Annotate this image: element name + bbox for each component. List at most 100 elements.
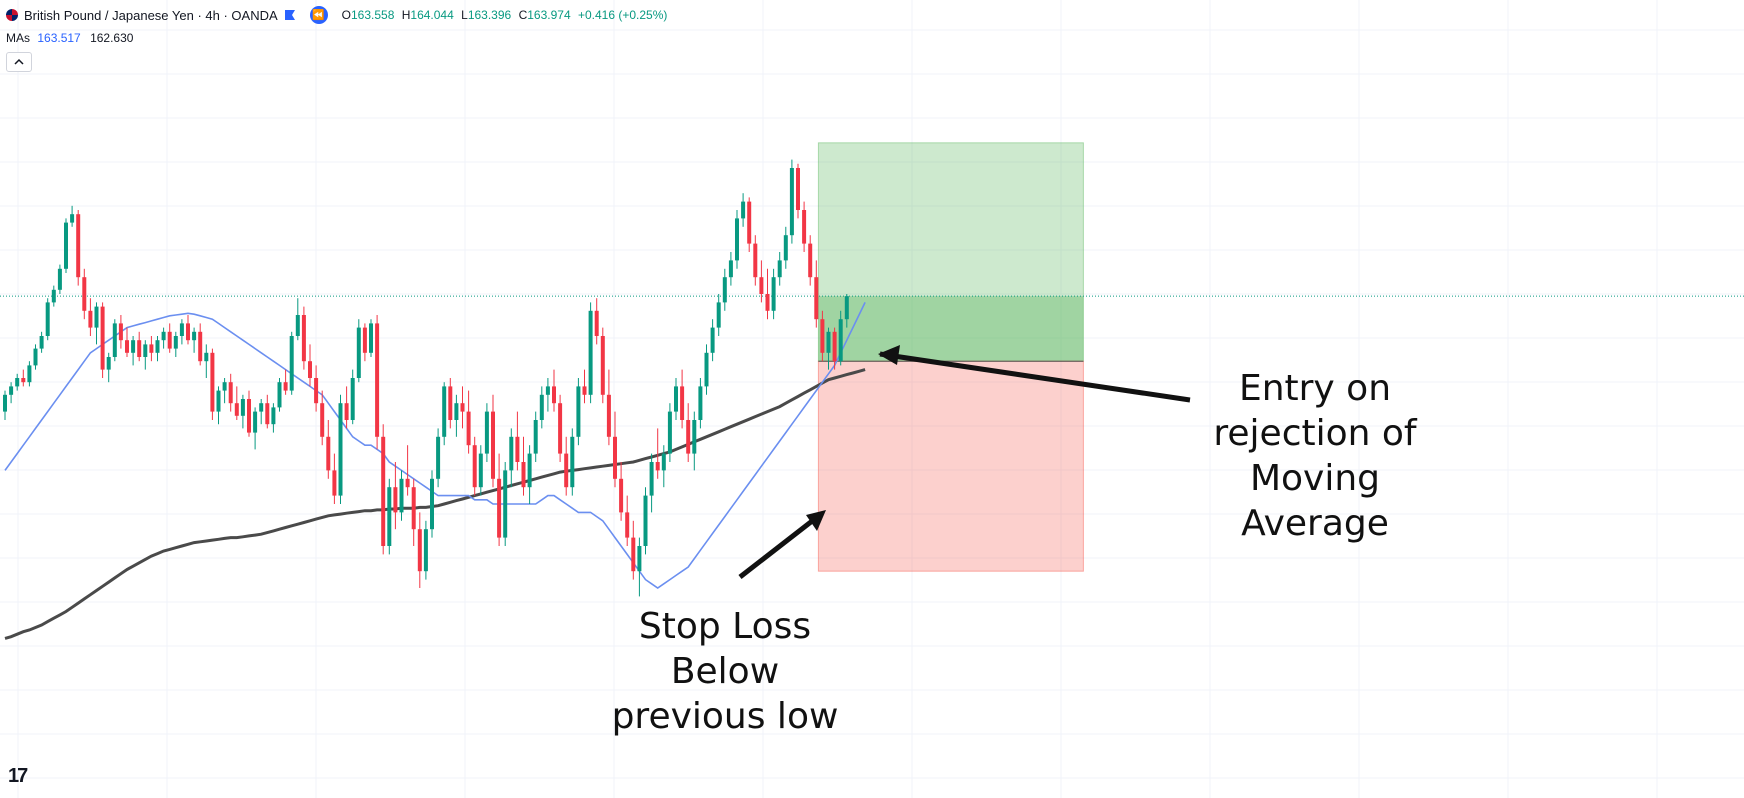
low-label: L bbox=[461, 8, 468, 22]
candle bbox=[393, 462, 398, 530]
candle bbox=[771, 268, 776, 320]
candle bbox=[545, 378, 550, 412]
position-zones[interactable] bbox=[817, 142, 1084, 572]
ma-legend[interactable]: MAs 163.517 162.630 bbox=[6, 31, 133, 45]
candle bbox=[369, 319, 373, 357]
candle-body bbox=[271, 407, 276, 425]
candle bbox=[637, 537, 642, 597]
ma-slow-value: 162.630 bbox=[90, 31, 134, 45]
low-value: 163.396 bbox=[467, 8, 512, 22]
candle bbox=[619, 462, 624, 521]
candle-body bbox=[405, 478, 410, 488]
candle bbox=[82, 268, 87, 320]
candle bbox=[387, 478, 392, 555]
candle-body bbox=[362, 327, 367, 353]
high-label: H bbox=[401, 8, 411, 22]
candle bbox=[759, 260, 764, 303]
candle-body bbox=[564, 453, 569, 488]
stop-arrow-head bbox=[806, 510, 826, 531]
candle bbox=[704, 344, 709, 395]
candle-body bbox=[411, 487, 416, 530]
bookmark-flag-icon[interactable] bbox=[284, 9, 296, 21]
stop-line-3: previous low bbox=[611, 696, 839, 737]
ma-fast-value: 163.517 bbox=[37, 31, 81, 45]
candle bbox=[399, 470, 404, 521]
candle-body bbox=[826, 331, 831, 353]
candle bbox=[454, 394, 459, 437]
candle bbox=[777, 252, 782, 286]
close-label: C bbox=[518, 8, 528, 22]
candle bbox=[76, 210, 81, 286]
tradingview-logo[interactable]: 17 bbox=[8, 765, 28, 787]
candle bbox=[661, 445, 666, 488]
candle bbox=[155, 336, 160, 362]
profit-zone[interactable] bbox=[817, 142, 1084, 362]
candle-body bbox=[277, 382, 282, 408]
candle bbox=[137, 331, 142, 362]
candle-body bbox=[704, 352, 709, 387]
candle-body bbox=[173, 336, 178, 349]
candle-body bbox=[716, 302, 721, 328]
candle-body bbox=[106, 357, 111, 370]
candle bbox=[722, 268, 727, 311]
candle bbox=[442, 382, 447, 446]
candle bbox=[515, 411, 520, 471]
candle bbox=[283, 369, 288, 395]
candle bbox=[289, 331, 294, 395]
candle bbox=[625, 495, 630, 546]
candle bbox=[600, 327, 605, 404]
candle bbox=[143, 340, 148, 370]
candle bbox=[802, 201, 807, 252]
candle-body bbox=[600, 336, 605, 395]
candle bbox=[814, 260, 819, 328]
candle bbox=[3, 390, 7, 420]
candle bbox=[417, 512, 422, 588]
candle-body bbox=[832, 331, 837, 362]
candle bbox=[680, 369, 685, 429]
chevron-up-icon bbox=[14, 58, 24, 65]
entry-annotation: Entry on rejection of Moving Average bbox=[1195, 366, 1435, 546]
candle bbox=[796, 163, 800, 219]
candle-body bbox=[161, 331, 166, 341]
candle-body bbox=[759, 277, 764, 294]
candle-body bbox=[606, 394, 611, 437]
candle bbox=[753, 235, 758, 286]
candle bbox=[765, 268, 770, 320]
ma-fast-line bbox=[4, 302, 866, 589]
candle bbox=[51, 285, 56, 307]
candle-body bbox=[88, 310, 93, 328]
candle-body bbox=[789, 168, 794, 236]
candle bbox=[747, 197, 752, 252]
candle-body bbox=[844, 296, 849, 320]
candle-body bbox=[332, 470, 337, 496]
loss-zone[interactable] bbox=[817, 360, 1084, 572]
candle-body bbox=[356, 327, 361, 378]
candle-body bbox=[570, 436, 575, 488]
candle-body bbox=[491, 411, 495, 479]
candle bbox=[576, 378, 581, 446]
entry-arrow-shaft bbox=[879, 351, 1191, 403]
candle-body bbox=[39, 336, 44, 349]
candle-body bbox=[326, 436, 331, 471]
candle-body bbox=[320, 403, 325, 437]
candle-body bbox=[509, 436, 514, 471]
candle-body bbox=[576, 386, 581, 437]
candle-body bbox=[204, 352, 209, 362]
candle bbox=[320, 390, 325, 446]
candle bbox=[692, 411, 697, 471]
candle bbox=[698, 378, 703, 429]
candle-body bbox=[27, 365, 32, 383]
candle-body bbox=[375, 323, 380, 437]
ohlc-values: O163.558 H164.044 L163.396 C163.974 +0.4… bbox=[342, 8, 672, 22]
candle-body bbox=[497, 478, 502, 538]
candle bbox=[210, 348, 215, 420]
replay-icon[interactable]: ⏪ bbox=[309, 6, 328, 24]
candle bbox=[228, 373, 233, 412]
symbol-title[interactable]: British Pound / Japanese Yen · 4h · OAND… bbox=[24, 7, 278, 23]
candlestick-series bbox=[3, 159, 849, 597]
legend-collapse-button[interactable] bbox=[6, 52, 32, 72]
candle bbox=[314, 365, 319, 412]
candle-body bbox=[94, 306, 99, 328]
